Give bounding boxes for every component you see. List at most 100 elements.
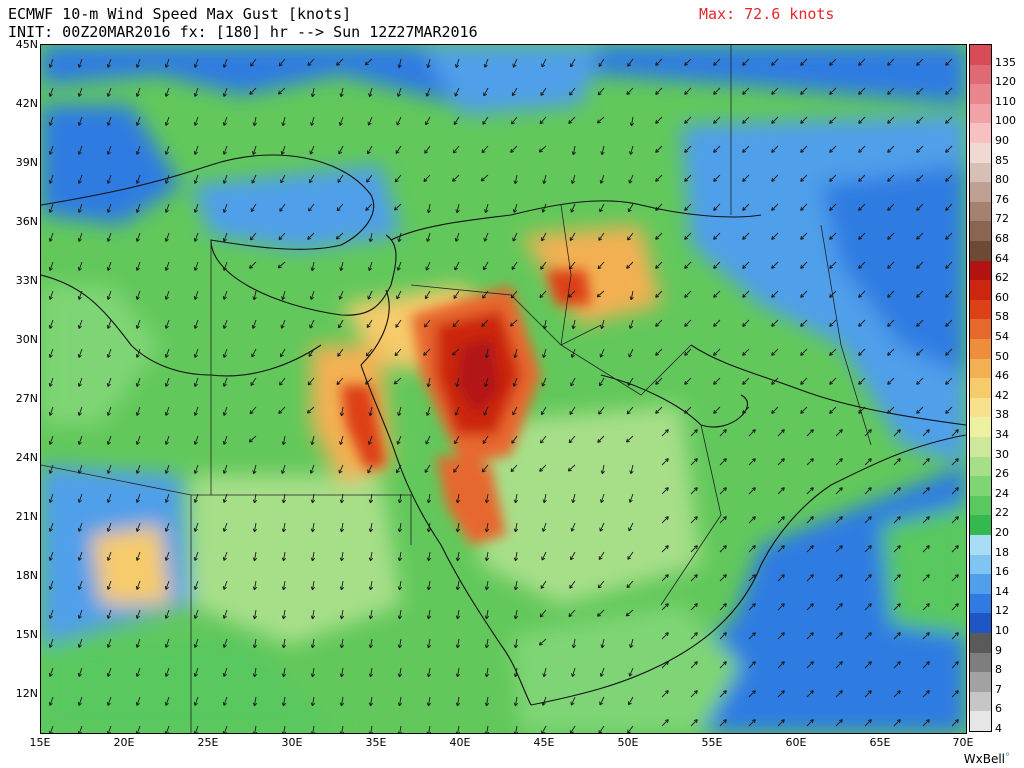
wind-arrow — [690, 719, 698, 727]
wind-arrow — [800, 145, 808, 153]
wind-arrow — [713, 58, 721, 66]
wind-arrow — [951, 690, 959, 698]
wind-arrow — [367, 435, 373, 445]
wind-arrow — [135, 58, 141, 68]
wind-arrow — [394, 348, 402, 357]
wind-arrow — [513, 551, 519, 562]
wind-arrow — [719, 574, 727, 582]
wind-arrow — [835, 603, 843, 611]
wind-arrow — [164, 638, 170, 648]
wind-arrow — [164, 580, 170, 590]
wind-arrow — [539, 116, 547, 125]
wind-arrow — [945, 406, 953, 414]
wind-arrow — [280, 464, 286, 474]
wind-arrow — [222, 522, 228, 532]
wind-arrow — [916, 377, 924, 385]
wind-arrow — [222, 580, 228, 590]
wind-arrow — [424, 319, 431, 328]
wind-arrow — [368, 725, 374, 733]
wind-arrow — [483, 377, 489, 387]
wind-arrow — [310, 609, 316, 620]
color-scale-label: 54 — [995, 330, 1009, 343]
lat-tick-label: 30N — [15, 333, 38, 346]
wind-arrow — [771, 319, 779, 327]
wind-arrow — [252, 464, 257, 475]
wind-arrow — [655, 174, 663, 182]
wind-arrow — [77, 377, 83, 387]
wind-arrow — [48, 232, 54, 242]
wind-arrow — [426, 377, 431, 388]
wind-arrow — [661, 719, 669, 727]
wind-arrow — [48, 609, 54, 619]
wind-arrow — [542, 667, 547, 678]
wind-arrow — [106, 203, 112, 213]
wind-arrow — [135, 696, 141, 706]
wind-arrow — [106, 725, 112, 733]
wind-arrow — [426, 203, 432, 214]
wind-arrow — [193, 377, 199, 387]
wind-arrow — [945, 203, 953, 211]
color-scale-label: 100 — [995, 114, 1016, 128]
wind-arrow — [48, 522, 54, 532]
wind-arrow — [800, 58, 808, 66]
wind-arrow — [48, 203, 54, 213]
wind-arrow — [945, 290, 953, 298]
wind-arrow — [366, 145, 373, 155]
wind-arrow — [829, 58, 837, 66]
wind-arrow — [135, 406, 141, 416]
brand-mark: ° — [1005, 752, 1010, 763]
wind-arrow — [690, 429, 698, 437]
wind-arrow — [748, 632, 756, 640]
wind-arrow — [887, 290, 895, 298]
wind-arrow — [135, 203, 141, 213]
wind-arrow — [251, 174, 257, 184]
wind-arrow — [106, 58, 112, 68]
wind-arrow — [800, 261, 808, 269]
wind-arrow — [481, 319, 489, 327]
color-scale-label: 10 — [995, 624, 1009, 637]
wind-arrow — [106, 435, 112, 445]
wind-arrow — [426, 232, 431, 242]
color-scale-label: 90 — [995, 134, 1009, 147]
wind-arrow — [661, 574, 669, 582]
wind-arrow — [597, 435, 605, 443]
wind-arrow — [77, 58, 83, 68]
color-scale-label: 72 — [995, 212, 1009, 226]
wind-arrow — [77, 609, 83, 619]
wind-arrow — [806, 429, 814, 437]
wind-arrow — [452, 174, 460, 182]
wind-arrow — [893, 429, 901, 437]
wind-arrow — [800, 232, 808, 240]
wind-arrow — [713, 377, 721, 385]
wind-arrow — [222, 696, 228, 706]
wind-arrow — [336, 377, 344, 386]
wind-arrow — [222, 174, 228, 184]
wind-arrow — [249, 406, 257, 415]
wind-arrow — [106, 580, 112, 590]
wind-arrow — [339, 261, 344, 272]
wind-arrow — [893, 719, 901, 727]
wind-arrow — [864, 458, 872, 466]
lon-tick-label: 25E — [197, 736, 219, 749]
wind-arrow — [690, 487, 698, 495]
wind-arrow — [77, 696, 83, 706]
wind-arrow — [835, 487, 843, 495]
wind-arrow — [864, 516, 872, 524]
wind-arrow — [829, 319, 837, 327]
wind-arrow — [281, 493, 287, 504]
wind-arrow — [512, 377, 518, 387]
wind-arrow — [393, 377, 402, 385]
wind-arrow — [916, 232, 924, 240]
wind-arrow — [569, 725, 576, 733]
wind-arrow — [193, 667, 199, 677]
color-scale-label: 34 — [995, 428, 1009, 441]
wind-arrow — [777, 603, 785, 611]
wind-arrow — [511, 116, 518, 125]
wind-arrow — [893, 603, 901, 611]
wind-arrow — [569, 232, 576, 242]
wind-arrow — [135, 493, 141, 503]
wind-arrow — [310, 725, 316, 733]
wind-arrow — [396, 435, 402, 445]
wind-arrow — [748, 487, 756, 495]
wind-arrow — [423, 174, 431, 183]
